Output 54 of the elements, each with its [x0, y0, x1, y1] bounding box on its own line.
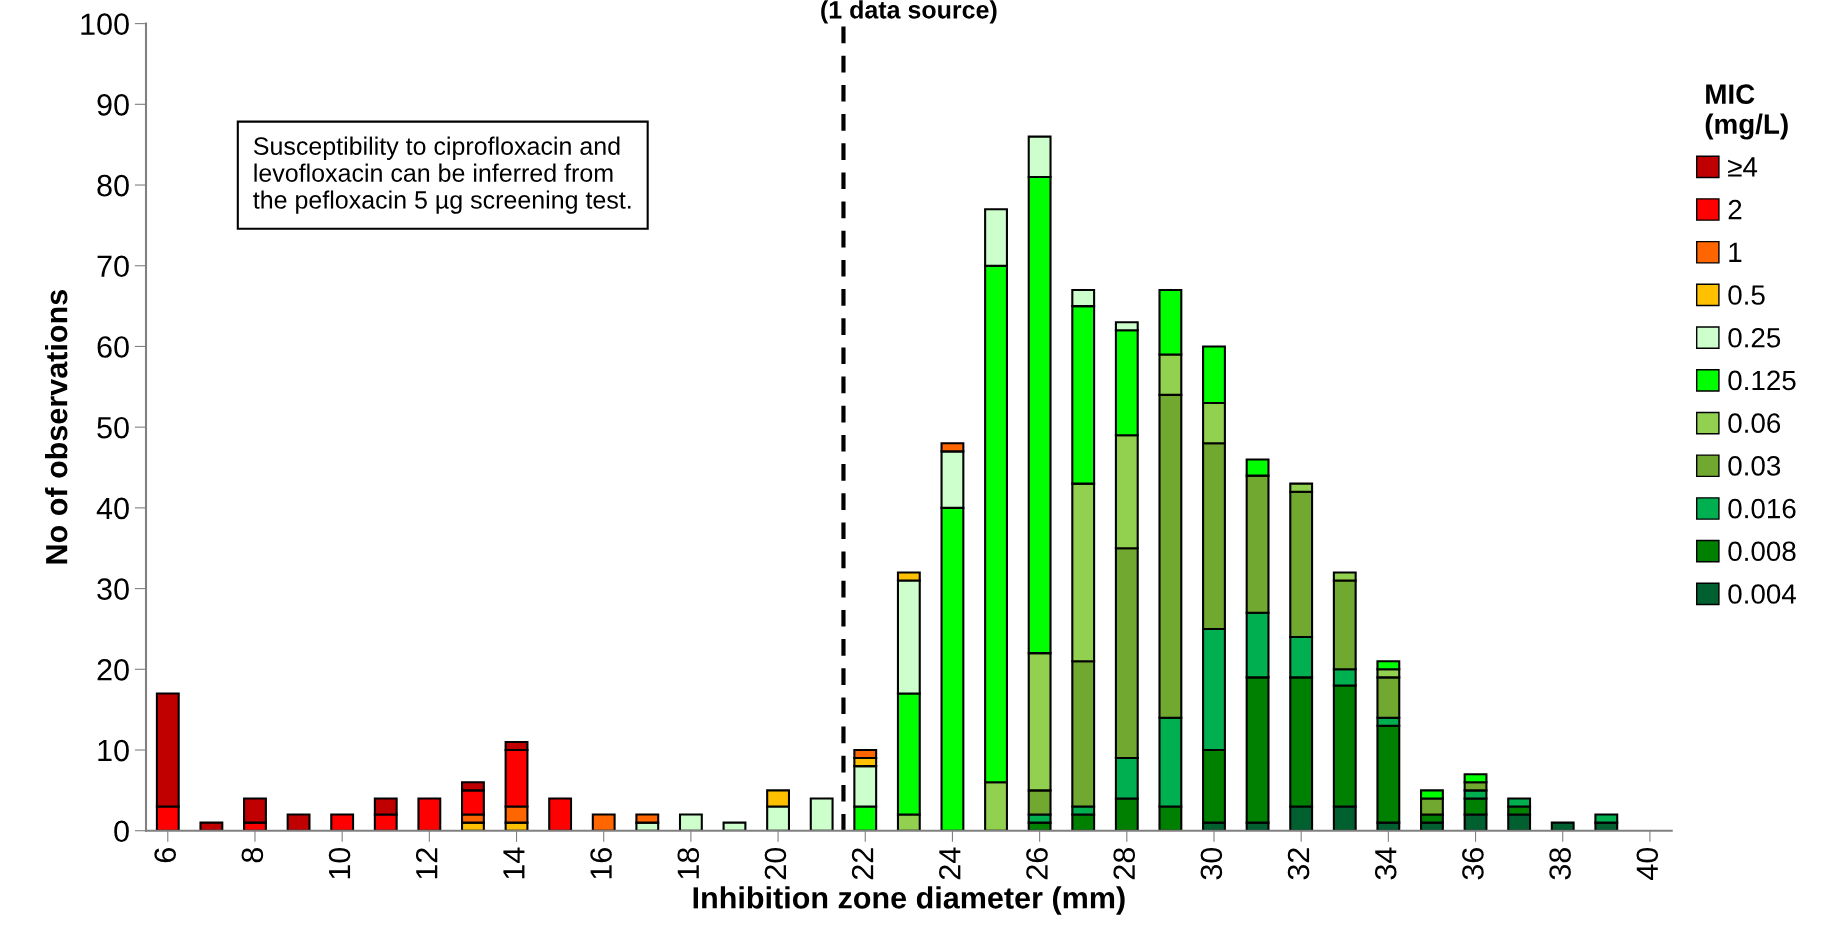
y-tick-label: 70: [97, 255, 129, 278]
legend-label: 0.03: [1728, 456, 1781, 476]
x-tick-label: 16: [590, 848, 612, 879]
y-tick-label: 80: [97, 174, 129, 197]
annotation: Susceptibility to ciprofloxacin and levofloxacin can be inferred from the pefloxacin 5 µg screening test.: [253, 136, 631, 214]
y-tick-label: 40: [96, 497, 129, 520]
y-axis-title: No of observations: [45, 290, 68, 564]
x-tick-label: 12: [415, 848, 438, 879]
bar: [330, 813, 355, 831]
x-tick-label: 28: [1113, 848, 1136, 880]
x-tick-label: 26: [1026, 848, 1048, 880]
y-tick-label: 100: [81, 13, 129, 35]
x-tick-label: 18: [677, 848, 700, 879]
x-tick-label: 24: [939, 847, 961, 880]
y-tick-label: 50: [97, 416, 129, 439]
legend-label: 0.016: [1728, 498, 1796, 519]
y-tick-label: 20: [97, 659, 129, 681]
x-tick-label: 30: [1200, 847, 1223, 880]
y-tick-label: 90: [97, 94, 129, 116]
legend-label: 2: [1728, 199, 1742, 220]
y-tick-label: 10: [98, 739, 129, 762]
x-tick-label: 20: [764, 847, 787, 880]
bar: [678, 813, 703, 831]
x-tick-label: 32: [1287, 848, 1310, 880]
legend-label: 0.125: [1728, 370, 1796, 391]
bar: [591, 813, 616, 831]
legend-label: 1: [1729, 242, 1742, 262]
bar: [548, 797, 573, 831]
y-tick-label: 60: [97, 336, 129, 358]
bar: [417, 797, 442, 831]
x-tick-label: 8: [241, 848, 264, 863]
chart-title: (1 data source): [821, 0, 997, 24]
legend-label: 0.5: [1728, 285, 1765, 305]
x-tick-label: 40: [1636, 847, 1659, 880]
legend-label: ≥4: [1728, 157, 1758, 177]
legend-label: 0.06: [1728, 413, 1781, 433]
bar: [809, 797, 834, 831]
x-tick-label: 34: [1374, 847, 1397, 880]
y-tick-label: 30: [97, 578, 129, 600]
bar: [199, 821, 224, 831]
x-tick-label: 38: [1549, 848, 1571, 880]
legend-label: 0.004: [1728, 584, 1796, 604]
legend-title: MIC (mg/L): [1705, 84, 1788, 140]
x-tick-label: 22: [851, 848, 874, 880]
legend-label: 0.25: [1728, 327, 1781, 348]
legend-label: 0.008: [1728, 541, 1796, 562]
x-tick-label: 10: [328, 847, 351, 879]
y-tick-label: 0: [114, 820, 129, 843]
x-axis-title: Inhibition zone diameter (mm): [693, 886, 1125, 915]
bar: [1550, 821, 1575, 831]
x-tick-label: 36: [1462, 848, 1484, 880]
x-tick-label: 14: [503, 847, 525, 879]
bar: [286, 813, 311, 831]
x-tick-label: 6: [154, 848, 176, 863]
